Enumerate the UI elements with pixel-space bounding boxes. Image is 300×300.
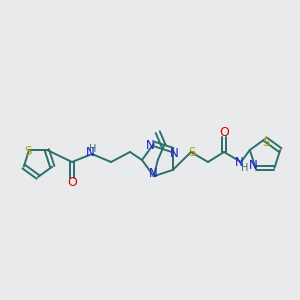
- Text: H: H: [241, 163, 249, 173]
- Text: N: N: [146, 139, 155, 152]
- Text: N: N: [169, 146, 178, 160]
- Text: S: S: [262, 136, 270, 148]
- Text: N: N: [149, 167, 158, 180]
- Text: O: O: [67, 176, 77, 190]
- Text: N: N: [235, 157, 243, 169]
- Text: O: O: [219, 125, 229, 139]
- Text: N: N: [85, 146, 94, 160]
- Text: S: S: [25, 146, 32, 158]
- Text: N: N: [249, 159, 258, 172]
- Text: H: H: [89, 144, 97, 154]
- Text: S: S: [188, 146, 196, 158]
